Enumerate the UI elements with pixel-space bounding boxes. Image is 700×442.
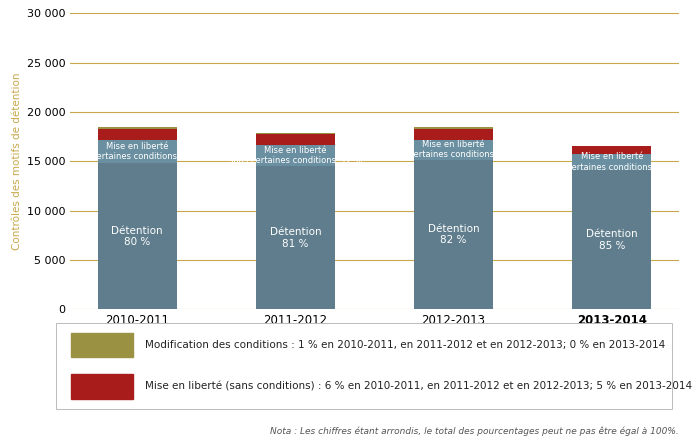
Text: Mise en liberté
sous certaines conditions  11 %: Mise en liberté sous certaines condition… xyxy=(387,140,520,159)
Bar xyxy=(98,140,177,163)
Y-axis label: Contrôles des motifs de détention: Contrôles des motifs de détention xyxy=(13,72,22,250)
Text: Détention
85 %: Détention 85 % xyxy=(586,229,638,251)
Bar xyxy=(414,129,493,140)
Text: Détention
81 %: Détention 81 % xyxy=(270,227,321,249)
Bar xyxy=(98,163,177,309)
Text: Mise en liberté
sous certaines conditions  10 %: Mise en liberté sous certaines condition… xyxy=(545,152,678,171)
Bar xyxy=(256,133,335,134)
Bar xyxy=(572,154,651,170)
Bar xyxy=(256,166,335,309)
Bar xyxy=(256,145,335,166)
Text: Mise en liberté (sans conditions) : 6 % en 2010-2011, en 2011-2012 et en 2012-20: Mise en liberté (sans conditions) : 6 % … xyxy=(146,381,692,392)
Text: Mise en liberté
sous certaines conditions  13 %: Mise en liberté sous certaines condition… xyxy=(71,142,204,161)
Bar xyxy=(414,160,493,309)
Bar xyxy=(414,127,493,129)
Bar xyxy=(256,134,335,145)
Bar xyxy=(98,129,177,140)
Text: Mise en liberté
sous certaines conditions  12 %: Mise en liberté sous certaines condition… xyxy=(229,146,362,165)
Bar xyxy=(572,145,651,154)
Bar xyxy=(71,333,133,357)
Bar xyxy=(71,374,133,399)
Bar xyxy=(414,140,493,160)
Bar xyxy=(98,127,177,129)
FancyBboxPatch shape xyxy=(56,323,672,409)
Text: Détention
82 %: Détention 82 % xyxy=(428,224,480,245)
Text: Détention
80 %: Détention 80 % xyxy=(111,225,163,247)
Text: Modification des conditions : 1 % en 2010-2011, en 2011-2012 et en 2012-2013; 0 : Modification des conditions : 1 % en 201… xyxy=(146,340,666,350)
Text: Nota : Les chiffres étant arrondis, le total des pourcentages peut ne pas être é: Nota : Les chiffres étant arrondis, le t… xyxy=(270,427,679,436)
Bar xyxy=(572,170,651,309)
